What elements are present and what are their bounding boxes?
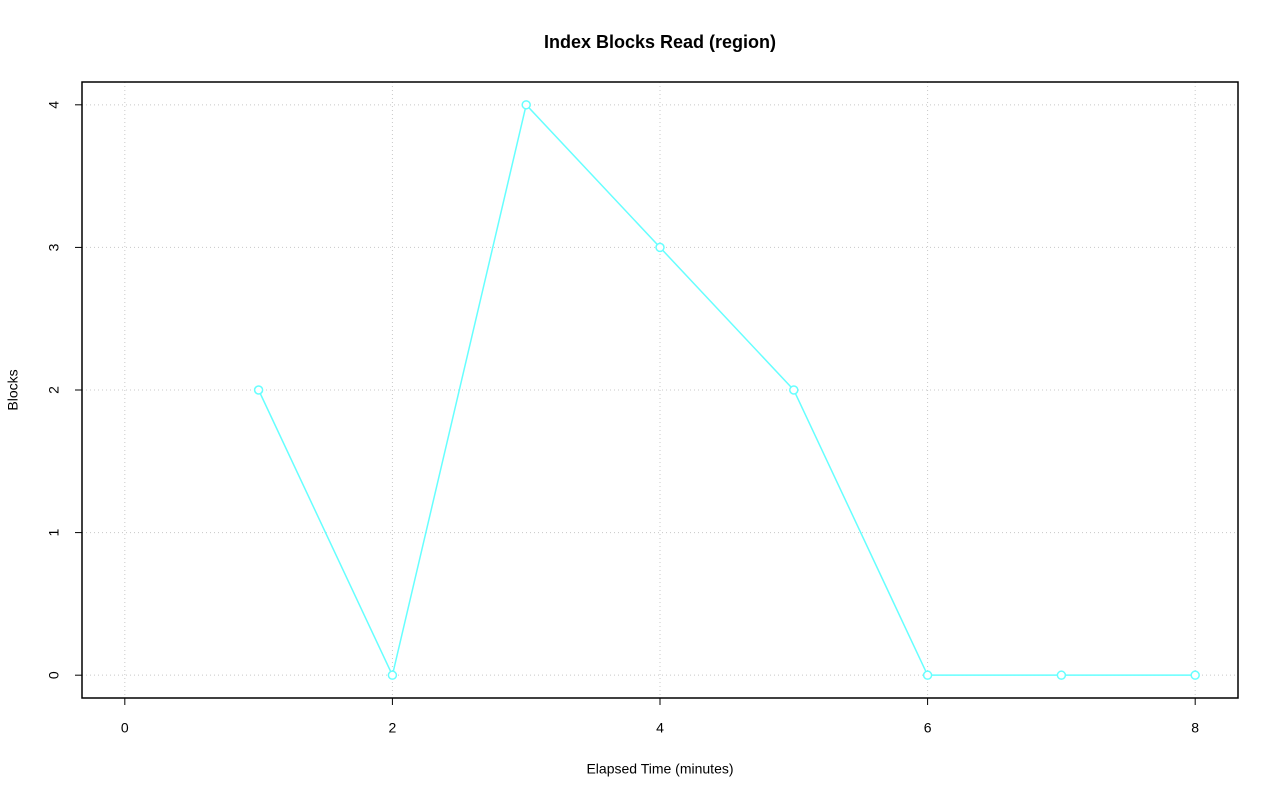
x-tick-label: 6 (924, 720, 932, 736)
chart-title: Index Blocks Read (region) (544, 32, 776, 52)
x-tick-label: 0 (121, 720, 129, 736)
data-point (253, 385, 264, 395)
y-tick-label: 2 (46, 386, 62, 394)
plot-frame (81, 81, 1239, 699)
x-tick-label: 8 (1191, 720, 1199, 736)
data-point (1056, 670, 1067, 680)
y-tick-label: 4 (46, 101, 62, 109)
data-point (387, 670, 398, 680)
y-tick-label: 1 (46, 528, 62, 536)
data-point (521, 100, 531, 110)
series-line (257, 103, 1196, 678)
data-point (655, 242, 665, 253)
data-point (922, 670, 933, 680)
y-tick-label: 0 (46, 671, 62, 679)
y-axis-label: Blocks (5, 369, 21, 410)
data-point (1190, 670, 1200, 680)
y-tick-label: 3 (46, 243, 62, 251)
x-tick-label: 4 (656, 720, 664, 736)
x-axis-label: Elapsed Time (minutes) (586, 761, 733, 777)
data-point (789, 385, 799, 395)
x-tick-label: 2 (389, 720, 397, 736)
